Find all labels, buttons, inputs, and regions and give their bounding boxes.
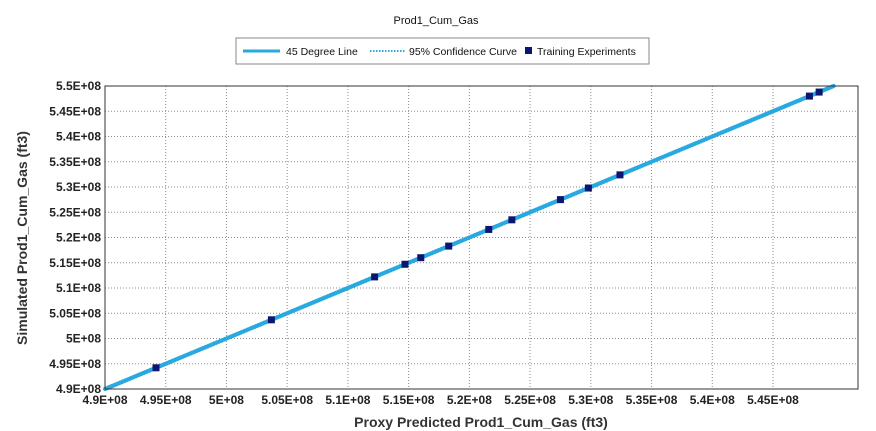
y-tick-label: 5.25E+08 bbox=[49, 205, 101, 219]
y-tick-label: 5.1E+08 bbox=[56, 281, 101, 295]
x-tick-label: 5.15E+08 bbox=[383, 393, 435, 407]
data-point bbox=[417, 254, 425, 262]
x-tick-label: 5.3E+08 bbox=[568, 393, 613, 407]
y-tick-label: 5.15E+08 bbox=[49, 256, 101, 270]
chart-title: Prod1_Cum_Gas bbox=[394, 15, 479, 27]
x-tick-label: 5.45E+08 bbox=[747, 393, 799, 407]
grid bbox=[105, 86, 858, 389]
legend-label-training-experiments: Training Experiments bbox=[537, 46, 636, 58]
data-point bbox=[815, 88, 823, 96]
x-axis-title: Proxy Predicted Prod1_Cum_Gas (ft3) bbox=[354, 414, 608, 430]
y-axis-title: Simulated Prod1_Cum_Gas (ft3) bbox=[14, 131, 30, 345]
x-tick-label: 5.2E+08 bbox=[447, 393, 492, 407]
data-point bbox=[445, 242, 453, 250]
plot-frame bbox=[104, 85, 859, 390]
series-layer bbox=[103, 83, 836, 392]
x-tick-label: 4.9E+08 bbox=[82, 393, 127, 407]
data-point bbox=[556, 196, 564, 204]
y-tick-label: 5.3E+08 bbox=[56, 180, 101, 194]
y-tick-label: 4.9E+08 bbox=[56, 382, 101, 396]
legend-swatch-training-experiments bbox=[525, 47, 532, 54]
y-tick-label: 5.5E+08 bbox=[56, 79, 101, 93]
x-tick-label: 5.35E+08 bbox=[626, 393, 678, 407]
data-point bbox=[508, 216, 516, 224]
x-tick-label: 4.95E+08 bbox=[140, 393, 192, 407]
x-tick-label: 5E+08 bbox=[209, 393, 244, 407]
x-tick-label: 5.25E+08 bbox=[504, 393, 556, 407]
y-tick-label: 5.4E+08 bbox=[56, 130, 101, 144]
data-point bbox=[616, 171, 624, 179]
legend-label-45-degree-line: 45 Degree Line bbox=[286, 46, 358, 58]
data-point bbox=[152, 364, 160, 372]
line-45-degree bbox=[103, 84, 836, 391]
y-tick-label: 5E+08 bbox=[66, 332, 101, 346]
data-point bbox=[805, 92, 813, 100]
x-tick-label: 5.1E+08 bbox=[325, 393, 370, 407]
legend-label-confidence-curve: 95% Confidence Curve bbox=[409, 46, 517, 58]
data-point bbox=[401, 260, 409, 268]
y-tick-label: 5.35E+08 bbox=[49, 155, 101, 169]
y-tick-label: 5.05E+08 bbox=[49, 306, 101, 320]
data-point bbox=[485, 225, 493, 233]
data-point bbox=[371, 273, 379, 281]
x-tick-label: 5.05E+08 bbox=[261, 393, 313, 407]
tick-labels: 4.9E+08 4.95E+08 5E+08 5.05E+08 5.1E+08 5.15E… bbox=[49, 79, 799, 407]
y-tick-label: 5.45E+08 bbox=[49, 104, 101, 118]
legend-box bbox=[235, 37, 650, 65]
confidence-curve-upper bbox=[104, 83, 834, 389]
data-point bbox=[584, 184, 592, 192]
x-tick-label: 5.4E+08 bbox=[690, 393, 735, 407]
legend: 45 Degree Line 95% Confidence Curve Trai… bbox=[235, 37, 650, 65]
y-tick-label: 5.2E+08 bbox=[56, 231, 101, 245]
confidence-curve-lower bbox=[104, 86, 834, 392]
y-tick-label: 4.95E+08 bbox=[49, 357, 101, 371]
data-point bbox=[267, 316, 275, 324]
